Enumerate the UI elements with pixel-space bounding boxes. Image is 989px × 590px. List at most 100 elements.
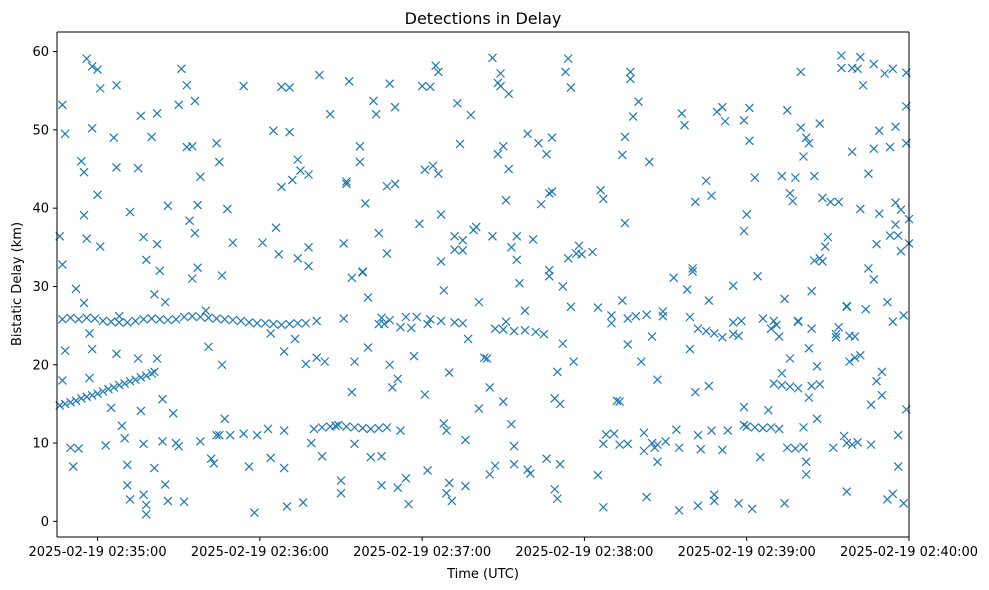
data-point	[304, 261, 313, 271]
data-point	[744, 103, 754, 113]
data-point	[258, 238, 267, 248]
data-point	[95, 242, 105, 251]
data-point	[176, 64, 186, 74]
data-point	[436, 316, 446, 326]
data-point	[693, 430, 703, 440]
data-point	[152, 239, 162, 249]
data-point	[501, 317, 511, 327]
data-point	[593, 303, 603, 313]
data-point	[93, 389, 102, 399]
data-point	[174, 441, 184, 451]
data-point	[423, 319, 432, 329]
data-point	[460, 481, 470, 491]
data-point	[834, 197, 844, 207]
data-point	[268, 319, 278, 329]
data-point	[82, 54, 92, 64]
data-point	[625, 67, 635, 77]
data-point	[396, 322, 405, 332]
data-point	[290, 334, 300, 344]
data-point	[125, 207, 135, 217]
data-point	[753, 271, 762, 281]
data-point	[85, 329, 94, 338]
data-point	[360, 199, 370, 208]
data-point	[149, 463, 159, 473]
data-point	[369, 96, 378, 106]
data-point	[739, 420, 749, 430]
data-point	[882, 297, 892, 307]
data-point	[807, 324, 817, 334]
x-tick-label: 2025-02-19 02:36:00	[191, 545, 329, 560]
data-point	[647, 438, 657, 448]
data-point	[71, 396, 81, 406]
data-point	[704, 296, 714, 305]
data-point	[455, 139, 465, 149]
x-tick-label: 2025-02-19 02:35:00	[29, 545, 167, 560]
y-axis-ticks: 0 10 20 30 40 50 60	[32, 45, 57, 530]
data-point	[374, 228, 384, 238]
data-point	[358, 423, 368, 433]
x-tick-label: 2025-02-19 02:38:00	[515, 545, 653, 560]
data-point	[601, 430, 611, 439]
data-point	[701, 326, 711, 336]
y-tick-label: 60	[32, 45, 49, 60]
data-point	[163, 496, 173, 506]
data-point	[155, 314, 165, 324]
y-tick-label: 10	[32, 437, 49, 452]
data-point	[325, 109, 335, 119]
data-point	[158, 437, 167, 446]
data-point	[301, 359, 311, 369]
data-point	[366, 452, 376, 462]
data-point	[90, 314, 100, 323]
data-point	[896, 205, 906, 215]
data-point	[642, 492, 652, 502]
data-point	[598, 439, 608, 449]
data-point	[341, 422, 351, 432]
data-point	[112, 349, 121, 359]
data-point	[682, 285, 692, 295]
data-point	[842, 487, 852, 497]
data-point	[136, 406, 146, 416]
data-point	[785, 382, 795, 392]
data-point	[520, 325, 530, 335]
data-point	[874, 126, 884, 136]
data-point	[109, 383, 119, 392]
data-point	[504, 89, 514, 99]
data-point	[680, 120, 689, 130]
data-point	[314, 70, 324, 80]
data-point	[807, 381, 817, 391]
data-point	[139, 314, 148, 324]
data-point	[547, 133, 557, 143]
data-point	[617, 150, 627, 160]
data-point	[688, 264, 698, 273]
data-point	[869, 274, 879, 284]
data-point	[855, 350, 865, 360]
data-point	[774, 424, 784, 434]
data-point	[390, 102, 400, 112]
data-point	[523, 465, 533, 475]
data-point	[872, 376, 881, 386]
data-point	[542, 149, 551, 159]
data-point	[244, 318, 254, 327]
data-point	[377, 451, 386, 461]
data-point	[823, 232, 833, 242]
data-point	[525, 469, 535, 479]
data-point	[304, 170, 313, 179]
data-point	[339, 238, 349, 248]
data-point	[206, 454, 216, 464]
data-point	[506, 419, 516, 429]
data-point	[117, 421, 127, 431]
data-point	[450, 318, 460, 327]
data-point	[774, 332, 784, 341]
data-point	[812, 361, 822, 371]
data-point	[350, 439, 359, 449]
data-point	[277, 182, 286, 192]
x-axis-label: Time (UTC)	[446, 567, 519, 582]
data-point	[836, 63, 846, 73]
data-point	[790, 444, 800, 453]
data-point	[433, 169, 443, 179]
data-point	[561, 67, 570, 77]
chart-title: Detections in Delay	[405, 9, 562, 28]
data-point	[344, 76, 354, 86]
data-point	[785, 354, 795, 363]
data-point	[201, 306, 211, 316]
